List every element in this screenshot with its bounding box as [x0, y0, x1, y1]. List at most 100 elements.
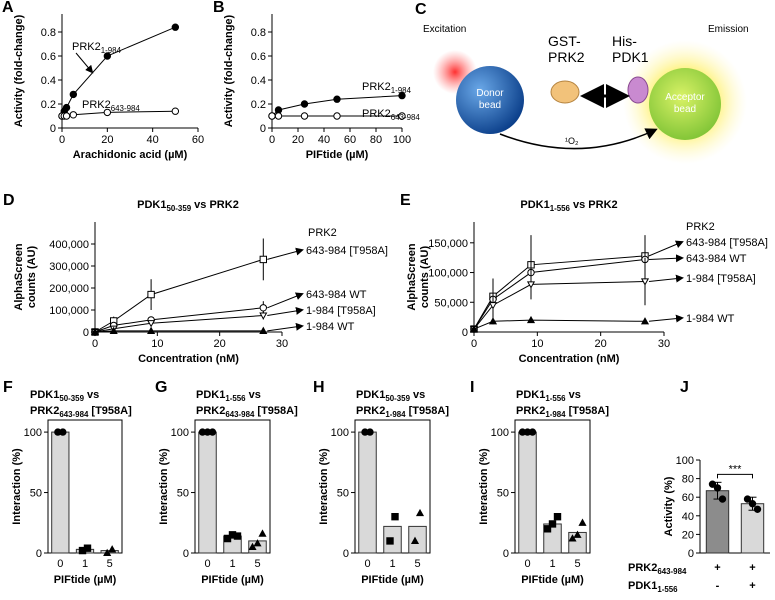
marker	[300, 112, 309, 120]
legend-title: PRK2	[308, 227, 337, 239]
x-tick-label: 100	[393, 134, 411, 146]
x-axis-label: Arachidonic acid (µM)	[73, 149, 188, 161]
x-tick-label: 20	[595, 338, 607, 350]
x-tick-label: 80	[370, 134, 382, 146]
bar	[518, 431, 537, 554]
x-tick-label: 0	[524, 558, 530, 570]
marker	[59, 428, 67, 436]
label-arrow	[75, 52, 94, 74]
marker	[90, 327, 100, 336]
marker	[233, 532, 242, 540]
excitation-label: Excitation	[423, 24, 466, 35]
text-part: AlphaScreen	[13, 243, 25, 311]
text-part: vs PRK2	[191, 199, 239, 211]
y-tick-label: 0.8	[251, 27, 266, 39]
x-axis-label: PIFtide (µM)	[361, 574, 424, 586]
label-arrow	[267, 247, 304, 260]
oxygen-arrow	[499, 128, 658, 150]
marker	[748, 500, 757, 508]
chart-title: PDK11-556 vs PRK21-984 [T958A]	[516, 389, 609, 419]
label-arrow	[648, 240, 684, 257]
y-axis-label: Activity (fold-change)	[223, 14, 235, 127]
panel-letter: B	[213, 0, 225, 16]
marker	[103, 108, 112, 117]
text-part: 50-359	[167, 204, 192, 213]
marker	[62, 103, 71, 112]
y-tick-label: 0.2	[251, 99, 266, 111]
panel-letter: D	[3, 192, 15, 209]
series-line	[473, 319, 646, 330]
chart-title: PDK150-359 vs PRK2	[137, 199, 239, 213]
x-tick-label: 30	[658, 338, 670, 350]
y-axis-label: Interaction (%)	[478, 448, 490, 525]
marker	[258, 529, 267, 537]
row-label: PDK11-556	[628, 580, 678, 594]
y-tick-label: 100	[491, 427, 509, 439]
marker	[103, 52, 112, 60]
y-tick-label: 60	[682, 492, 694, 504]
marker	[171, 107, 180, 115]
chart-title: PDK150-359 vs PRK2643-984 [T958A]	[30, 389, 132, 419]
y-tick-label: 50	[177, 488, 189, 500]
label-arrow	[648, 274, 684, 283]
y-axis-label: AlphaScreencounts (AU)	[13, 243, 38, 311]
series-label: 643-984 WT	[686, 253, 747, 265]
series-label: 1-984 WT	[306, 321, 355, 333]
bar	[408, 525, 427, 554]
series-label: 1-984 [T958A]	[686, 273, 756, 285]
y-axis-label: Interaction (%)	[318, 448, 330, 525]
marker	[147, 326, 156, 334]
y-tick-label: 100	[676, 455, 694, 467]
significance-bracket	[717, 473, 753, 479]
label-arrow	[648, 254, 684, 263]
marker	[410, 536, 420, 544]
text-part: PRK2	[362, 81, 391, 93]
text-part: vs	[566, 389, 581, 401]
text-part: 1-556	[657, 585, 678, 594]
panel-letter: A	[2, 0, 14, 16]
y-tick-label: 0	[260, 123, 266, 135]
bar	[51, 431, 70, 554]
marker	[548, 520, 557, 528]
x-axis-label: PIFtide (µM)	[521, 574, 584, 586]
marker	[259, 312, 268, 320]
x-tick-label: 5	[107, 558, 113, 570]
text-part: PDK1	[356, 389, 385, 401]
y-axis-label: Interaction (%)	[11, 448, 23, 525]
row-mark: -	[716, 580, 720, 592]
chart-title: PDK11-556 vs PRK2	[520, 199, 617, 213]
y-tick-label: 0.4	[251, 75, 266, 87]
marker	[386, 537, 394, 545]
marker	[578, 518, 587, 526]
text-part: PRK2	[362, 108, 391, 120]
y-axis-label: AlphaScreencounts (AU)	[406, 243, 431, 311]
marker	[640, 317, 650, 325]
marker	[109, 326, 118, 334]
significance-label: ***	[729, 463, 743, 475]
text-part: 1-984	[101, 46, 122, 55]
pdk1-protein	[627, 76, 649, 104]
x-tick-label: 0	[364, 558, 370, 570]
marker	[415, 508, 425, 517]
marker	[274, 112, 283, 120]
y-tick-label: 0	[36, 548, 42, 560]
x-axis-label: Concentration (nM)	[519, 353, 620, 365]
x-tick-label: 5	[414, 558, 420, 570]
x-tick-label: 20	[292, 134, 304, 146]
text-part: vs	[84, 389, 99, 401]
y-tick-label: 50,000	[434, 297, 468, 309]
text-part: 1-556	[225, 394, 246, 403]
text-part: PDK1	[520, 199, 549, 211]
series-line	[94, 258, 264, 333]
marker	[171, 23, 180, 31]
x-tick-label: 1	[229, 558, 235, 570]
y-tick-label: 0.4	[41, 75, 56, 87]
text-part: counts (AU)	[26, 246, 38, 309]
x-axis-label: PIFtide (µM)	[306, 149, 369, 161]
panel-letter: C	[415, 1, 427, 18]
diagram: C Excitation Emission Donor bead Acceptor…	[415, 1, 749, 164]
y-tick-label: 50	[497, 488, 509, 500]
x-tick-label: 20	[101, 134, 113, 146]
bar	[358, 431, 377, 554]
